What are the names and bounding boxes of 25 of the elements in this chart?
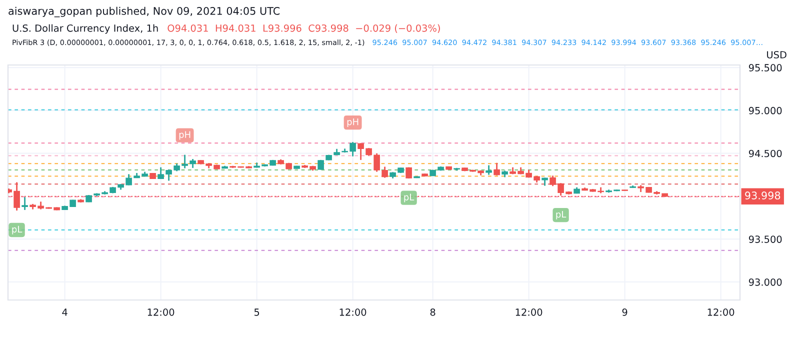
y-tick-label: 93.500 <box>748 236 782 243</box>
y-tick-label: 95.500 <box>748 64 782 72</box>
x-tick-label: 12:00 <box>516 308 542 316</box>
annotation: pH <box>347 118 358 127</box>
x-tick-label: 8 <box>430 308 436 316</box>
chart-title: U.S. Dollar Currency Index, 1h <box>12 24 158 34</box>
ref-line-label: 93.998 <box>745 192 780 200</box>
candlestick <box>494 162 500 176</box>
x-tick-label: 9 <box>622 308 628 316</box>
y-axis-title: USD <box>767 51 786 58</box>
x-tick-label: 12:00 <box>340 308 366 316</box>
x-tick-label: 12:00 <box>148 308 174 316</box>
y-tick-label: 94.500 <box>748 150 782 158</box>
annotation: pL <box>12 226 22 234</box>
text: O94.031 H94.031 L93.996 C93.998 −0.029 (−0.03%) <box>168 24 440 33</box>
x-tick-label: 12:00 <box>708 308 734 316</box>
annotation: pL <box>556 210 566 220</box>
x-tick-label: 4 <box>62 308 68 316</box>
annotation: pH <box>179 131 190 140</box>
annotation: pL <box>404 194 414 202</box>
candlestick <box>22 196 28 211</box>
x-tick-label: 5 <box>254 308 260 316</box>
y-tick-label: 93.000 <box>748 278 782 286</box>
y-tick-label: 95.000 <box>748 106 782 114</box>
text: aiswarya_gopan published, Nov 09, 2021 04:05 UTC <box>8 6 280 18</box>
